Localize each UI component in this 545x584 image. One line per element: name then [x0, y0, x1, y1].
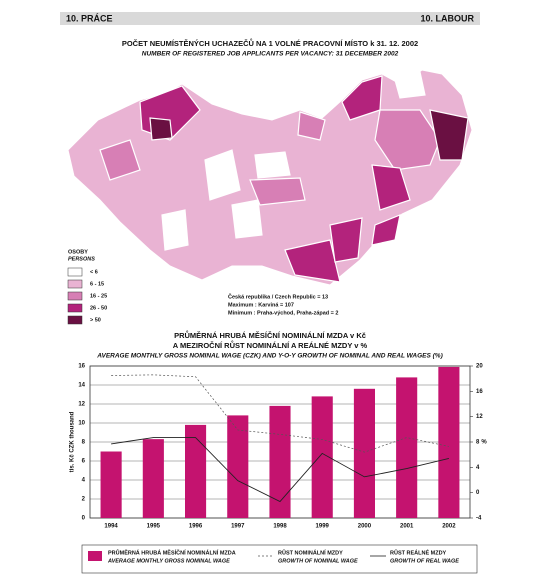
y2-tick-label: -4 [476, 516, 482, 522]
y-axis-label: tis. Kč CZK thousand [70, 411, 76, 472]
legend-label: 26 - 50 [90, 305, 107, 311]
bar [311, 396, 333, 518]
map [67, 69, 473, 286]
y2-tick-label: 4 [476, 465, 480, 471]
x-tick-label: 1997 [231, 524, 245, 530]
map-subtitle: NUMBER OF REGISTERED JOB APPLICANTS PER … [142, 51, 399, 58]
x-tick-label: 2002 [442, 524, 456, 530]
legend-swatch [67, 303, 83, 313]
bar [100, 451, 122, 518]
bar [185, 424, 207, 518]
district [429, 109, 469, 161]
bar [438, 366, 460, 518]
y2-tick-label: 12 [476, 414, 483, 420]
chart: 0 2 4 6 8 10 12 14 16 -4 0 4 8 12 16 20 1994 1995 1996 1997… [78, 364, 483, 530]
district [371, 164, 411, 211]
legend-label: 16 - 25 [90, 293, 107, 299]
country [67, 69, 473, 286]
line [111, 374, 449, 453]
map-title: POČET NEUMÍSTĚNÝCH UCHAZEČŮ NA 1 VOLNÉ P… [122, 38, 418, 48]
legend-label: GROWTH OF REAL WAGE [390, 558, 459, 564]
legend-swatch [67, 315, 83, 325]
y-tick-label: 16 [78, 364, 85, 370]
x-tick-label: 1994 [104, 524, 118, 530]
legend-label: 6 - 15 [90, 281, 104, 287]
chart-legend-frame [81, 544, 478, 574]
map-note: Minimum : Praha-východ, Praha-západ = 2 [228, 310, 339, 316]
district [204, 149, 241, 201]
chart-legend: PRŮMĚRNÁ HRUBÁ MĚSÍČNÍ NOMINÁLNÍ MZDA AVE… [88, 548, 459, 564]
header-left: 10. PRÁCE [66, 13, 113, 23]
map-legend: < 6 6 - 15 16 - 25 26 - 50 > 50 [67, 267, 107, 325]
district [99, 139, 141, 181]
district [231, 199, 263, 239]
header-right: 10. LABOUR [420, 13, 474, 23]
legend-label: GROWTH OF NOMINAL WAGE [278, 558, 358, 564]
district [249, 177, 306, 206]
legend-label: PRŮMĚRNÁ HRUBÁ MĚSÍČNÍ NOMINÁLNÍ MZDA [108, 548, 236, 556]
y2-tick-label: 16 [476, 389, 483, 395]
line [111, 437, 449, 503]
y-tick-label: 6 [82, 459, 86, 465]
district [371, 214, 401, 246]
legend-label: < 6 [90, 269, 98, 275]
map-note: Česká republika / Czech Republic = 13 [228, 293, 328, 300]
x-tick-label: 1999 [316, 524, 330, 530]
legend-swatch [67, 279, 83, 289]
chart-title: PRŮMĚRNÁ HRUBÁ MĚSÍČNÍ NOMINÁLNÍ MZDA v … [174, 330, 366, 340]
district [297, 111, 326, 141]
y-tick-label: 8 [82, 440, 86, 446]
bar [353, 388, 375, 518]
header-bar [60, 12, 480, 25]
district [284, 239, 341, 283]
chart-subtitle-en: AVERAGE MONTHLY GROSS NOMINAL WAGE (CZK)… [96, 353, 442, 360]
y2-tick-label: 20 [476, 364, 483, 370]
y-tick-label: 14 [78, 383, 85, 389]
y2-axis-label: % [481, 440, 487, 446]
legend-swatch [88, 551, 102, 561]
x-tick-label: 2001 [400, 524, 414, 530]
x-tick-label: 1995 [147, 524, 161, 530]
y-tick-label: 2 [82, 497, 86, 503]
legend-label: AVERAGE MONTHLY GROSS NOMINAL WAGE [107, 558, 230, 564]
map-note: Maximum : Karviná = 107 [228, 302, 294, 308]
district [254, 151, 291, 179]
bar [227, 415, 249, 518]
x-tick-label: 2000 [358, 524, 372, 530]
y-tick-label: 4 [82, 478, 86, 484]
legend-swatch [67, 291, 83, 301]
y-tick-label: 10 [78, 421, 85, 427]
legend-title: OSOBY [68, 249, 88, 255]
district [341, 75, 383, 121]
district [329, 217, 363, 263]
y2-tick-label: 8 [476, 440, 480, 446]
x-tick-label: 1998 [273, 524, 287, 530]
bar [396, 377, 418, 518]
y-tick-label: 12 [78, 402, 85, 408]
y2-tick-label: 0 [476, 490, 480, 496]
legend-label: RŮST NOMINÁLNÍ MZDY [278, 548, 343, 556]
bar [142, 439, 164, 518]
district [374, 109, 441, 171]
legend-label: > 50 [90, 317, 101, 323]
district [149, 117, 173, 141]
legend-subtitle: PERSONS [68, 256, 95, 262]
legend-swatch [67, 267, 83, 277]
district [394, 71, 426, 99]
y-tick-label: 0 [82, 516, 86, 522]
chart-subtitle: A MEZIROČNÍ RŮST NOMINÁLNÍ A REÁLNÉ MZDY… [173, 340, 368, 350]
legend-label: RŮST REÁLNÉ MZDY [390, 548, 447, 556]
district [161, 209, 189, 251]
x-tick-label: 1996 [189, 524, 203, 530]
